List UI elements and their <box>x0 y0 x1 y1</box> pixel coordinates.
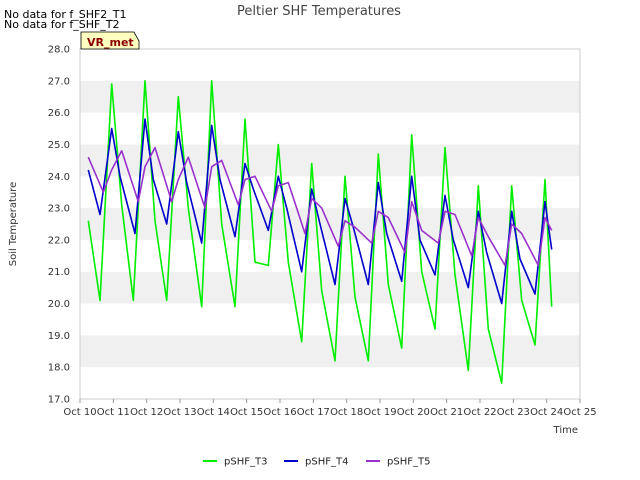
x-tick-label: Oct 17 <box>297 407 330 418</box>
y-tick-label: 18.0 <box>48 363 70 374</box>
y-tick-label: 23.0 <box>48 204 70 215</box>
y-tick-label: 21.0 <box>48 267 70 278</box>
y-tick-label: 28.0 <box>48 45 70 56</box>
grid-band <box>80 112 580 145</box>
x-tick-label: Oct 15 <box>230 407 263 418</box>
chart-title: Peltier SHF Temperatures <box>237 4 401 19</box>
legend-label-pSHF_T4: pSHF_T4 <box>305 457 348 468</box>
y-tick-label: 20.0 <box>48 299 70 310</box>
grid-band <box>80 303 580 336</box>
y-tick-label: 17.0 <box>48 395 70 406</box>
x-tick-label: Oct 24 <box>530 407 563 418</box>
no-data-notice-1: No data for f_SHF2_T1 <box>4 8 127 21</box>
y-tick-label: 24.0 <box>48 172 70 183</box>
plot-area <box>79 48 581 400</box>
y-tick-label: 26.0 <box>48 108 70 119</box>
background-bands <box>80 49 580 399</box>
x-tick-label: Oct 16 <box>263 407 296 418</box>
x-tick-label: Oct 21 <box>430 407 463 418</box>
x-tick-label: Oct 20 <box>397 407 430 418</box>
x-tick-label: Oct 11 <box>97 407 130 418</box>
x-axis-title: Time <box>553 425 578 436</box>
grid-band <box>80 176 580 209</box>
x-tick-label: Oct 14 <box>197 407 230 418</box>
grid-band <box>80 144 580 177</box>
x-tick-label: Oct 18 <box>330 407 363 418</box>
series-line-pSHF_T4 <box>87 118 553 305</box>
badge-label: VR_met <box>87 36 134 49</box>
legend: pSHF_T3 pSHF_T4 pSHF_T5 <box>203 457 430 468</box>
y-axis: 17.0 18.0 19.0 20.0 21.0 22.0 23.0 24.0 25.0 26.0… <box>48 45 70 406</box>
y-tick-label: 25.0 <box>48 140 70 151</box>
legend-label-pSHF_T5: pSHF_T5 <box>387 457 430 468</box>
grid-band <box>80 80 580 113</box>
x-tick-label: Oct 25 <box>563 407 596 418</box>
grid-band <box>80 49 580 81</box>
vr-met-badge: VR_met <box>80 31 140 50</box>
x-axis: Oct 10 Oct 11 Oct 12 Oct 13 Oct 14 Oct 15 Oct … <box>63 399 597 418</box>
legend-label-pSHF_T3: pSHF_T3 <box>224 457 267 468</box>
y-tick-label: 22.0 <box>48 235 70 246</box>
x-tick-label: Oct 10 <box>63 407 96 418</box>
y-tick-label: 19.0 <box>48 331 70 342</box>
series-line-pSHF_T3 <box>87 80 553 384</box>
x-tick-label: Oct 13 <box>163 407 196 418</box>
x-tick-label: Oct 23 <box>497 407 530 418</box>
no-data-notice-2: No data for f_SHF_T2 <box>4 18 120 31</box>
x-tick-label: Oct 22 <box>463 407 496 418</box>
series-lines <box>87 80 553 384</box>
y-tick-label: 27.0 <box>48 76 70 87</box>
x-tick-label: Oct 12 <box>130 407 163 418</box>
series-line-pSHF_T5 <box>87 146 553 267</box>
grid-band <box>80 335 580 368</box>
badge-shape <box>80 31 140 50</box>
y-axis-title: Soil Temperature <box>8 182 19 267</box>
x-tick-label: Oct 19 <box>363 407 396 418</box>
grid-band <box>80 367 580 399</box>
